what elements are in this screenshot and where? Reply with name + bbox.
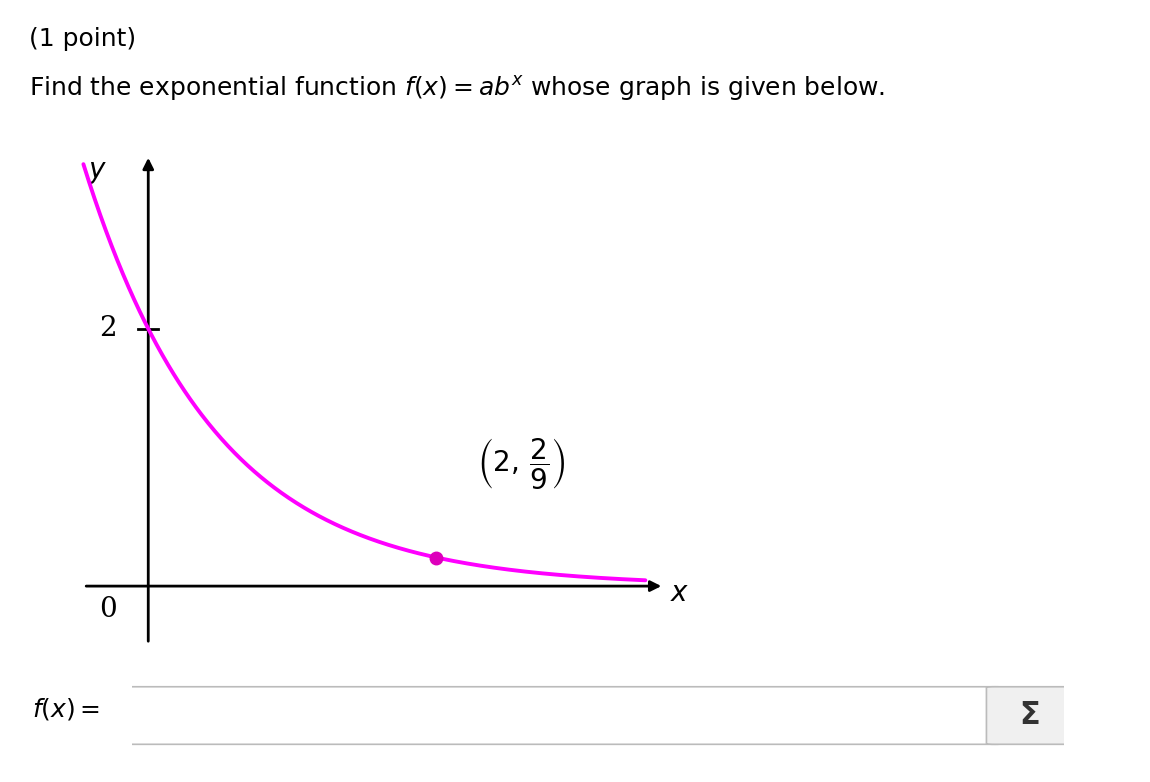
Text: $y$: $y$ bbox=[89, 158, 108, 185]
Text: Find the exponential function $f(x) = ab^x$ whose graph is given below.: Find the exponential function $f(x) = ab… bbox=[29, 74, 886, 103]
FancyBboxPatch shape bbox=[124, 687, 1003, 744]
FancyBboxPatch shape bbox=[115, 687, 1075, 743]
Text: 0: 0 bbox=[99, 597, 116, 623]
Text: $\left(2,\, \dfrac{2}{9}\right)$: $\left(2,\, \dfrac{2}{9}\right)$ bbox=[477, 436, 566, 490]
Text: (1 point): (1 point) bbox=[29, 27, 136, 52]
Text: Σ: Σ bbox=[1019, 701, 1040, 730]
FancyBboxPatch shape bbox=[987, 687, 1072, 744]
Text: $f(x) =$: $f(x) =$ bbox=[32, 696, 100, 723]
Text: $x$: $x$ bbox=[670, 579, 689, 607]
Text: 2: 2 bbox=[99, 315, 116, 343]
